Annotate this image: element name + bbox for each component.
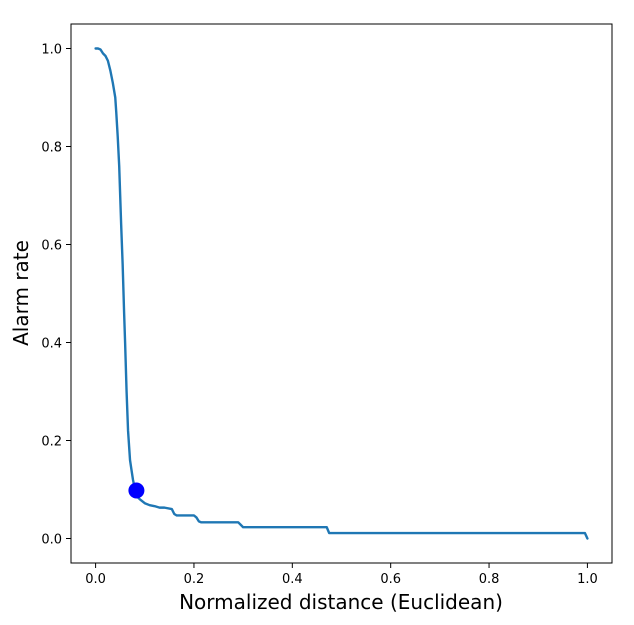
x-tick-label: 0.4 — [282, 572, 303, 587]
plot-area — [70, 23, 613, 564]
y-tick-label: 1.0 — [41, 43, 62, 58]
x-tick-label: 1.0 — [577, 572, 598, 587]
y-tick-label: 0.4 — [41, 337, 62, 352]
y-axis-label: Alarm rate — [9, 240, 33, 346]
x-tick-label: 0.2 — [184, 572, 205, 587]
operating-point-marker — [128, 482, 145, 499]
x-tick-label: 0.6 — [380, 572, 401, 587]
x-axis-ticks: 0.0 0.2 0.4 0.6 0.8 1.0 — [85, 563, 598, 587]
x-axis-label: Normalized distance (Euclidean) — [179, 590, 503, 614]
y-tick-label: 0.8 — [41, 141, 62, 156]
y-tick-label: 0.2 — [41, 435, 62, 450]
y-tick-label: 0.0 — [41, 533, 62, 548]
x-tick-label: 0.8 — [479, 572, 500, 587]
y-axis-ticks: 0.0 0.2 0.4 0.6 0.8 1.0 — [41, 43, 71, 548]
y-tick-label: 0.6 — [41, 239, 62, 254]
x-tick-label: 0.0 — [85, 572, 106, 587]
